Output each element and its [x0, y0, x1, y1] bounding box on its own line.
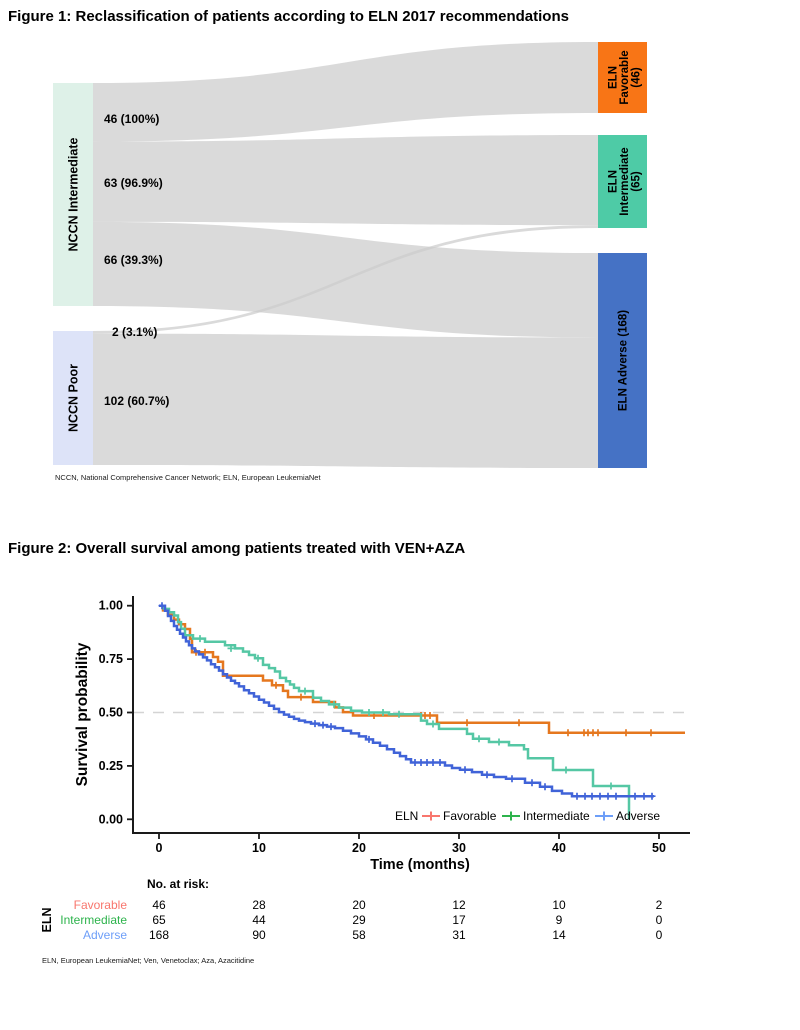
sankey-flow-label-63: 63 (96.9%) [104, 176, 163, 190]
risk-value-favorable-0: 46 [152, 898, 166, 912]
sankey-flow-label-2: 2 (3.1%) [112, 325, 157, 339]
risk-row-label-intermediate: Intermediate [60, 913, 127, 927]
risk-value-intermediate-0: 65 [152, 913, 166, 927]
risk-value-favorable-30: 12 [452, 898, 466, 912]
figure2-title: Figure 2: Overall survival among patient… [8, 540, 466, 557]
risk-value-favorable-50: 2 [655, 898, 663, 912]
x-tick-50: 50 [652, 841, 666, 855]
legend-label-adverse: Adverse [616, 809, 660, 823]
x-tick-20: 20 [352, 841, 366, 855]
risk-value-adverse-0: 168 [148, 928, 170, 942]
y-tick-1.00: 1.00 [99, 599, 123, 613]
km-censor-marks-intermediate [196, 635, 615, 790]
x-tick-10: 10 [252, 841, 266, 855]
risk-value-favorable-20: 20 [352, 898, 366, 912]
risk-value-adverse-10: 90 [252, 928, 266, 942]
risk-value-adverse-40: 14 [552, 928, 566, 942]
x-tick-40: 40 [552, 841, 566, 855]
figure1-title: Figure 1: Reclassification of patients a… [8, 8, 569, 25]
sankey-flow-3 [93, 225, 598, 334]
legend-marker-adverse [595, 811, 613, 821]
sankey-node-eln-intermediate [598, 135, 647, 228]
km-legend: ELN Favorable Intermediate Adverse [395, 809, 660, 823]
x-tick-30: 30 [452, 841, 466, 855]
sankey-node-eln-adverse [598, 253, 647, 468]
km-censor-marks-adverse [158, 602, 656, 800]
risk-value-intermediate-40: 9 [555, 913, 563, 927]
y-tick-0.00: 0.00 [99, 812, 123, 826]
x-tick-marks [158, 833, 660, 839]
risk-row-label-favorable: Favorable [73, 898, 127, 912]
sankey-flow-label-66: 66 (39.3%) [104, 253, 163, 267]
risk-value-intermediate-50: 0 [655, 913, 663, 927]
risk-value-intermediate-20: 29 [352, 913, 366, 927]
legend-title: ELN [395, 809, 418, 823]
x-axis-title: Time (months) [370, 857, 470, 873]
sankey-label-nccn-poor: NCCN Poor [66, 364, 80, 432]
sankey-flow-label-102: 102 (60.7%) [104, 394, 169, 408]
sankey-flows [93, 42, 598, 468]
sankey-flow-label-46: 46 (100%) [104, 112, 159, 126]
risk-table-header: No. at risk: [147, 877, 210, 891]
sankey-label-eln-favorable-line3: (46) [631, 67, 643, 88]
risk-row-label-adverse: Adverse [82, 928, 127, 942]
sankey-node-nccn-poor [53, 331, 93, 465]
risk-value-adverse-30: 31 [452, 928, 466, 942]
legend-label-intermediate: Intermediate [523, 809, 590, 823]
sankey-flow-0 [93, 42, 598, 142]
y-tick-marks [127, 604, 133, 821]
sankey-node-nccn-intermediate [53, 83, 93, 306]
legend-markers [422, 811, 613, 821]
figure1-footnote: NCCN, National Comprehensive Cancer Netw… [55, 473, 321, 482]
sankey-label-eln-intermediate-line3: (65) [631, 171, 643, 192]
sankey-label-eln-intermediate-line2: Intermediate [619, 147, 631, 215]
sankey-label-nccn-intermediate: NCCN Intermediate [66, 138, 80, 252]
figure2-footnote: ELN, European LeukemiaNet; Ven, Venetocl… [42, 956, 255, 965]
y-tick-0.25: 0.25 [99, 759, 123, 773]
km-curves [158, 602, 685, 820]
sankey-flow-1 [93, 135, 598, 226]
sankey-flow-4 [93, 333, 598, 468]
risk-value-intermediate-10: 44 [252, 913, 266, 927]
y-axis-title: Survival probability [74, 642, 91, 786]
risk-value-intermediate-30: 17 [452, 913, 466, 927]
risk-value-favorable-10: 28 [252, 898, 266, 912]
sankey-diagram: NCCN Intermediate NCCN Poor ELN Favorabl… [53, 42, 647, 468]
legend-label-favorable: Favorable [443, 809, 497, 823]
sankey-label-eln-intermediate-line1: ELN [608, 170, 620, 193]
risk-value-adverse-50: 0 [655, 928, 663, 942]
legend-marker-favorable [422, 811, 440, 821]
x-tick-0: 0 [156, 841, 163, 855]
sankey-node-eln-favorable [598, 42, 647, 113]
km-plot: 1.00 0.75 0.50 0.25 0.00 0 10 20 30 40 5… [74, 596, 690, 873]
y-tick-0.75: 0.75 [99, 652, 123, 666]
risk-value-adverse-20: 58 [352, 928, 366, 942]
y-tick-0.50: 0.50 [99, 706, 123, 720]
sankey-label-eln-favorable-line1: ELN [608, 66, 620, 89]
sankey-label-eln-favorable-line2: Favorable [619, 50, 631, 104]
legend-marker-intermediate [502, 811, 520, 821]
km-curve-adverse [159, 604, 654, 798]
sankey-label-eln-adverse: ELN Adverse (168) [618, 310, 630, 411]
km-curve-intermediate [159, 604, 631, 820]
risk-value-favorable-40: 10 [552, 898, 566, 912]
